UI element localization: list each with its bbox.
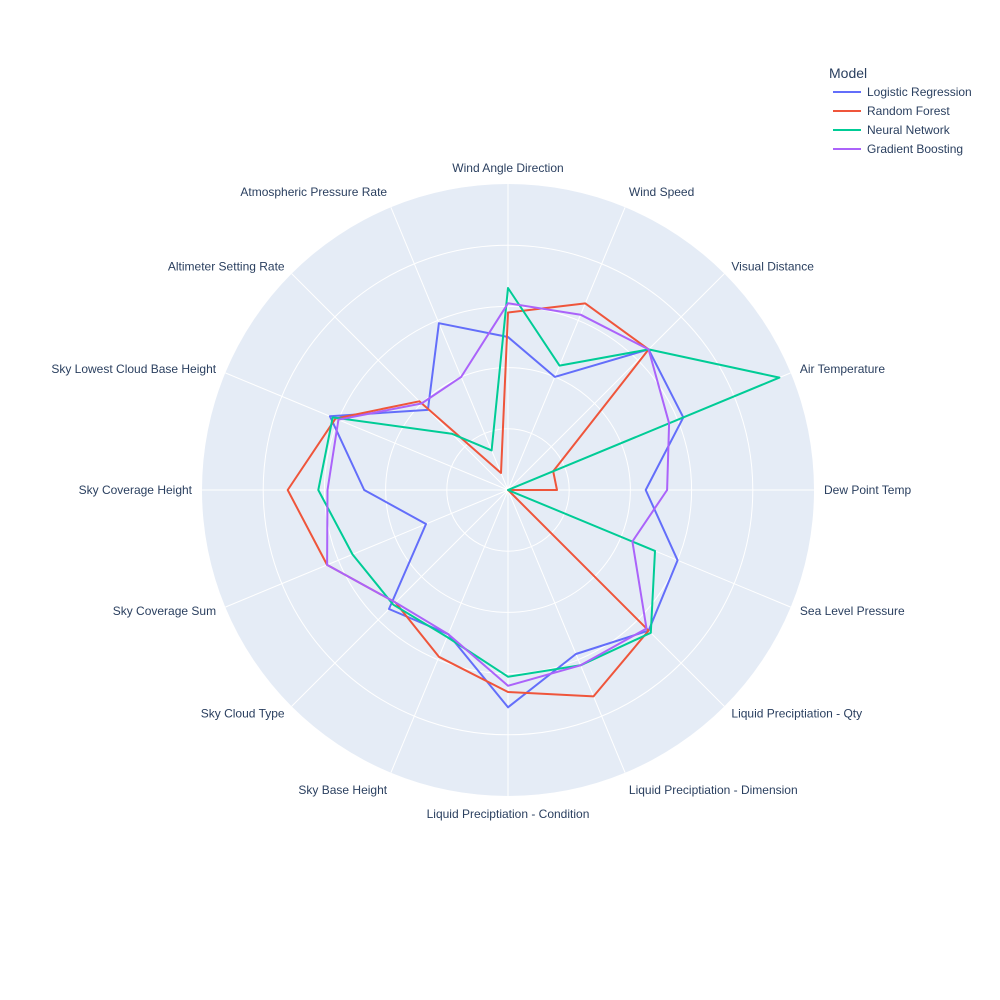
- axis-label: Wind Speed: [629, 185, 694, 199]
- legend-items: Logistic Regression Random Forest Neural N…: [833, 85, 972, 156]
- angular-grid-line: [225, 489, 509, 608]
- axis-label: Sky Base Height: [298, 783, 387, 797]
- series-line-neural-network: [317, 287, 781, 678]
- axis-label: Sky Lowest Cloud Base Height: [51, 362, 216, 376]
- axis-label: Dew Point Temp: [824, 483, 911, 497]
- legend-entry-random-forest: Random Forest: [867, 104, 950, 118]
- axis-label: Sky Coverage Height: [79, 483, 193, 497]
- angular-axis-labels: Dew Point Temp Air Temperature Visual Dist…: [51, 161, 911, 821]
- legend-entry-gradient-boosting: Gradient Boosting: [867, 142, 963, 156]
- axis-label: Liquid Preciptiation - Condition: [427, 807, 590, 821]
- angular-grid-line: [507, 207, 626, 491]
- axis-label: Altimeter Setting Rate: [168, 260, 285, 274]
- axis-label: Liquid Preciptiation - Dimension: [629, 783, 798, 797]
- axis-label: Air Temperature: [800, 362, 885, 376]
- angular-grid-line: [390, 207, 509, 491]
- series-line-random-forest: [286, 302, 650, 698]
- angular-grid-line: [390, 489, 509, 773]
- angular-grid-line: [291, 489, 509, 707]
- axis-label: Liquid Preciptiation - Qty: [731, 706, 862, 720]
- legend-entry-logistic-regression: Logistic Regression: [867, 85, 972, 99]
- legend-entry-neural-network: Neural Network: [867, 123, 951, 137]
- series-traces: [286, 287, 781, 709]
- angular-grid-line: [291, 273, 509, 491]
- angular-grid-line: [507, 273, 725, 491]
- axis-label: Sky Coverage Sum: [113, 604, 216, 618]
- angular-grid-line: [225, 372, 509, 491]
- series-line-gradient-boosting: [326, 302, 671, 687]
- angular-grid-line: [507, 489, 626, 773]
- legend-title: Model: [829, 65, 867, 81]
- axis-label: Sea Level Pressure: [800, 604, 905, 618]
- axis-label: Sky Cloud Type: [201, 706, 285, 720]
- axis-label: Atmospheric Pressure Rate: [240, 185, 387, 199]
- legend: Model Logistic Regression Random Forest Ne…: [829, 65, 972, 156]
- axis-label: Visual Distance: [731, 260, 814, 274]
- series-line-logistic-regression: [328, 322, 685, 709]
- axis-label: Wind Angle Direction: [452, 161, 563, 175]
